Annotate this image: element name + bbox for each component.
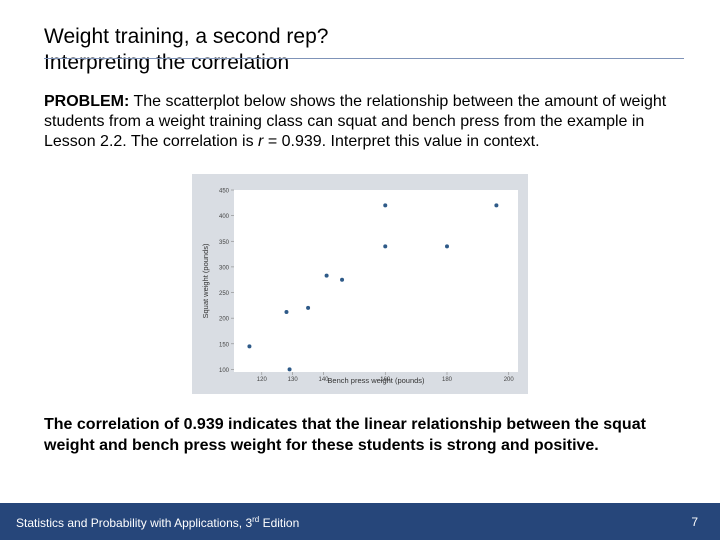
scatter-point [324,273,329,278]
scatter-point [340,277,345,282]
y-tick-label: 250 [219,291,230,297]
x-axis-label: Bench press weight (pounds) [327,376,425,385]
y-tick-label: 450 [219,189,230,195]
scatter-point [494,203,499,208]
x-tick-label: 180 [442,377,453,383]
slide-title-line-2: Interpreting the correlation [44,51,290,74]
scatter-point [445,244,449,249]
footer-bar: Statistics and Probability with Applicat… [0,503,720,540]
x-axis-ticks: 120 130 140 160 180 200 [257,372,515,383]
title-divider [44,58,684,59]
scatter-point [247,344,252,349]
plot-area [234,190,518,372]
slide-title: Weight training, a second rep? Interpret… [44,24,684,76]
page-number: 7 [691,515,698,529]
problem-statement: PROBLEM: The scatterplot below shows the… [44,92,684,152]
data-points [247,203,499,372]
scatter-point [284,310,289,315]
scatter-point [383,203,388,208]
y-tick-label: 350 [219,240,230,246]
y-tick-label: 400 [219,214,230,220]
y-axis-ticks: 100 150 200 250 300 350 400 450 [219,189,234,374]
problem-text-part-1: The scatterplot below shows the relation… [44,93,667,150]
x-tick-label: 130 [288,377,299,383]
footer-title-sup: rd [252,515,260,524]
scatterplot: 100 150 200 250 300 350 400 450 120 130 140 160 180… [201,189,518,385]
y-tick-label: 100 [219,368,230,374]
footer-title-end: Edition [259,516,300,530]
y-tick-label: 150 [219,342,230,348]
y-tick-label: 300 [219,265,230,271]
x-tick-label: 140 [319,377,330,383]
problem-r-symbol: r [258,133,264,150]
slide-title-line-1: Weight training, a second rep? [44,25,329,48]
scatterplot-frame: 100 150 200 250 300 350 400 450 120 130 140 160 180… [192,174,528,394]
x-tick-label: 120 [257,377,268,383]
y-axis-label: Squat weight (pounds) [201,243,210,319]
scatter-point [383,244,388,249]
problem-label: PROBLEM: [44,93,130,110]
footer-title-main: Statistics and Probability with Applicat… [16,516,253,530]
x-tick-label: 200 [504,377,515,383]
footer-book-title: Statistics and Probability with Applicat… [16,515,299,530]
y-tick-label: 200 [219,317,230,323]
problem-text-part-2: = 0.939. Interpret this value in context… [263,133,540,150]
x-tick-label: 160 [380,377,391,383]
scatter-point [306,305,311,310]
answer-text: The correlation of 0.939 indicates that … [44,416,646,454]
scatter-point [287,367,292,372]
